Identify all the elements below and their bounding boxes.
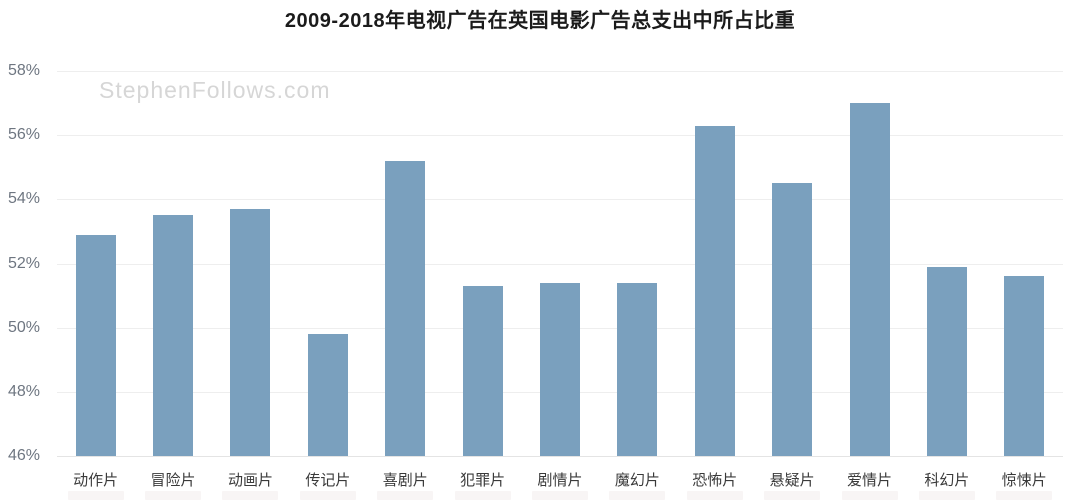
x-tick-label: 悬疑片 bbox=[769, 472, 815, 489]
bar-喜剧片 bbox=[385, 160, 426, 456]
bar-魔幻片 bbox=[617, 282, 658, 456]
bottom-crop-artifact bbox=[377, 491, 434, 500]
x-tick-label: 剧情片 bbox=[537, 472, 583, 489]
bar-传记片 bbox=[307, 334, 348, 456]
bar-恐怖片 bbox=[694, 125, 735, 456]
x-tick-label: 科幻片 bbox=[924, 472, 970, 489]
gridline bbox=[57, 135, 1063, 137]
bar-惊悚片 bbox=[1004, 276, 1045, 456]
bottom-crop-artifact bbox=[764, 491, 821, 500]
x-tick-label: 魔幻片 bbox=[614, 472, 660, 489]
bar-爱情片 bbox=[849, 103, 890, 456]
gridline bbox=[57, 199, 1063, 201]
bar-冒险片 bbox=[153, 215, 194, 456]
y-tick-label: 46% bbox=[7, 447, 41, 464]
x-axis-line bbox=[57, 456, 1063, 457]
gridline bbox=[57, 71, 1063, 72]
bar-动画片 bbox=[230, 208, 271, 456]
watermark: StephenFollows.com bbox=[99, 77, 331, 103]
gridline bbox=[57, 263, 1063, 265]
chart-title: 2009-2018年电视广告在英国电影广告总支出中所占比重 bbox=[284, 10, 796, 32]
y-tick-label: 56% bbox=[7, 126, 41, 144]
bottom-crop-artifact bbox=[609, 491, 666, 500]
bottom-crop-artifact bbox=[454, 491, 511, 500]
y-tick-label: 58% bbox=[7, 62, 41, 79]
x-tick-label: 动作片 bbox=[73, 472, 119, 489]
x-tick-label: 恐怖片 bbox=[692, 472, 738, 489]
bottom-crop-artifact bbox=[996, 491, 1053, 500]
bar-悬疑片 bbox=[772, 183, 813, 456]
x-tick-label: 喜剧片 bbox=[382, 472, 428, 489]
bottom-crop-artifact bbox=[222, 491, 279, 500]
bottom-crop-artifact bbox=[299, 491, 356, 500]
x-tick-label: 惊悚片 bbox=[1001, 472, 1047, 489]
x-tick-label: 爱情片 bbox=[847, 472, 893, 489]
bottom-crop-artifact bbox=[841, 491, 898, 500]
y-tick-label: 54% bbox=[7, 190, 41, 208]
x-tick-label: 动画片 bbox=[227, 472, 273, 489]
bar-犯罪片 bbox=[462, 285, 503, 456]
bar-科幻片 bbox=[926, 266, 967, 456]
y-tick-label: 48% bbox=[7, 382, 41, 400]
bottom-crop-artifact bbox=[918, 491, 975, 500]
bottom-crop-artifact bbox=[67, 491, 124, 500]
bar-剧情片 bbox=[540, 282, 580, 456]
x-tick-label: 传记片 bbox=[305, 472, 351, 489]
y-tick-label: 52% bbox=[7, 254, 41, 272]
x-tick-label: 冒险片 bbox=[150, 472, 196, 489]
bottom-crop-artifact bbox=[532, 491, 588, 500]
bottom-crop-artifact bbox=[145, 491, 202, 500]
x-tick-label: 犯罪片 bbox=[460, 472, 506, 489]
bottom-crop-artifact bbox=[686, 491, 743, 500]
bar-动作片 bbox=[75, 234, 116, 456]
y-tick-label: 50% bbox=[7, 318, 41, 336]
